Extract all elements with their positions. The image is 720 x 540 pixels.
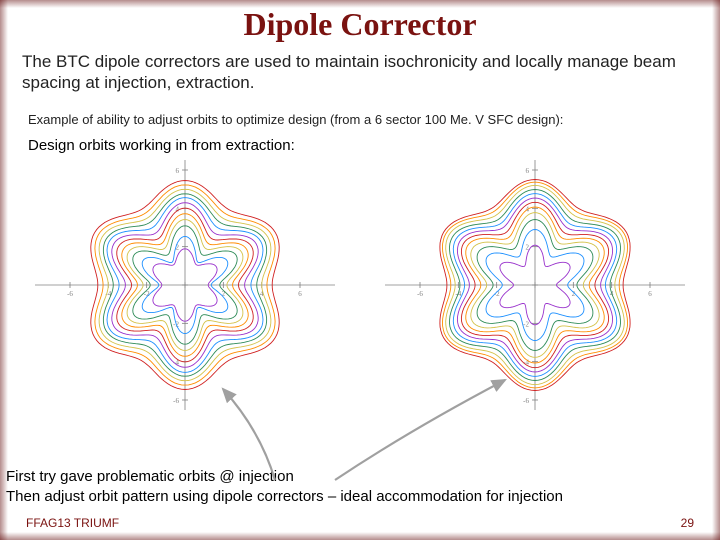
svg-text:6: 6 <box>526 167 530 175</box>
design-orbits-text: Design orbits working in from extraction… <box>0 133 720 154</box>
svg-text:6: 6 <box>648 290 652 298</box>
svg-text:6: 6 <box>298 290 302 298</box>
footer-left: FFAG13 TRIUMF <box>26 516 119 530</box>
orbit-chart-right: -6-6-4-4-2-2224466 <box>385 160 685 410</box>
caption-block: First try gave problematic orbits @ inje… <box>6 467 563 506</box>
intro-text: The BTC dipole correctors are used to ma… <box>0 43 720 96</box>
svg-text:-6: -6 <box>173 397 179 405</box>
orbit-chart-left: -6-6-4-4-2-2224466 <box>35 160 335 410</box>
chart-row: -6-6-4-4-2-2224466 -6-6-4-4-2-2224466 <box>0 154 720 410</box>
example-text: Example of ability to adjust orbits to o… <box>0 96 720 133</box>
svg-text:-2: -2 <box>523 320 529 328</box>
svg-text:-6: -6 <box>417 290 423 298</box>
svg-text:-6: -6 <box>67 290 73 298</box>
page-number: 29 <box>681 516 694 530</box>
caption-line-2: Then adjust orbit pattern using dipole c… <box>6 487 563 507</box>
caption-line-1: First try gave problematic orbits @ inje… <box>6 467 563 487</box>
svg-text:6: 6 <box>176 167 180 175</box>
slide-title: Dipole Corrector <box>0 0 720 43</box>
svg-text:-6: -6 <box>523 397 529 405</box>
slide-frame: Dipole Corrector The BTC dipole correcto… <box>0 0 720 540</box>
